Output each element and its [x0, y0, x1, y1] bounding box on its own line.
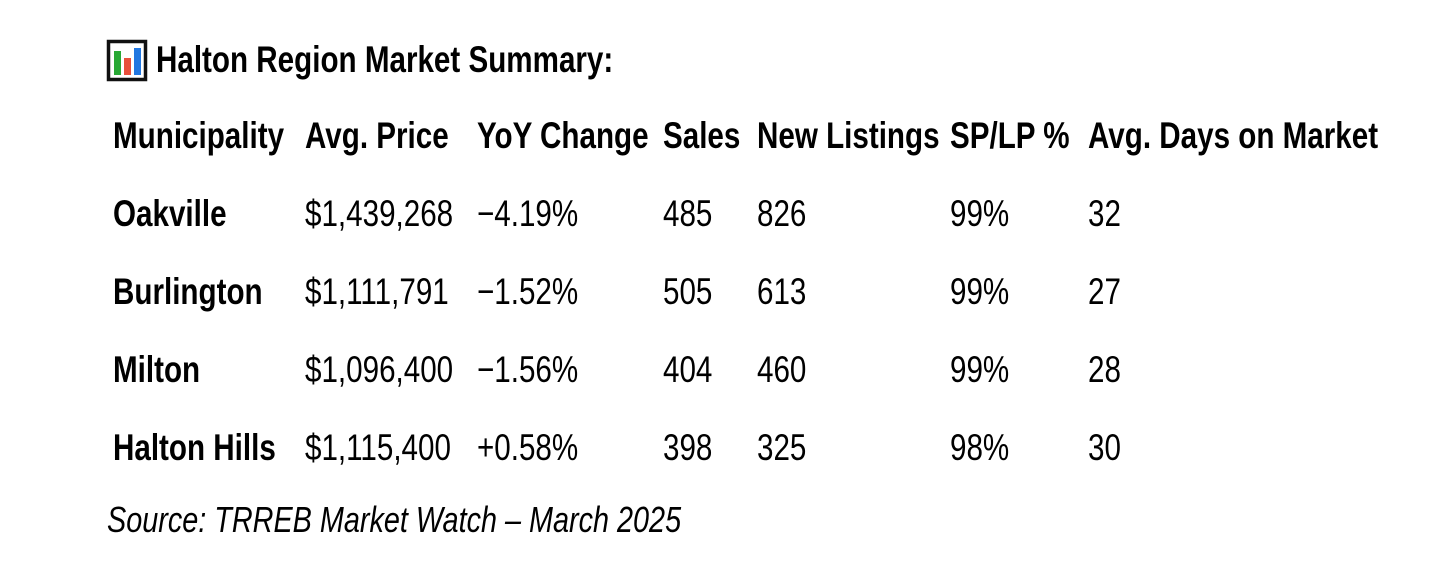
cell-avg-days: 30 — [1088, 426, 1121, 468]
cell-municipality: Milton — [113, 348, 201, 390]
cell-avg-price: $1,115,400 — [305, 426, 451, 468]
cell-new-listings: 613 — [757, 270, 807, 312]
source-attribution-text: Source: TRREB Market Watch – March 2025 — [107, 499, 682, 540]
col-header-sp-lp: SP/LP % — [950, 114, 1070, 156]
cell-sales: 485 — [663, 192, 713, 234]
cell-avg-days: 32 — [1088, 192, 1121, 234]
cell-avg-price: $1,439,268 — [305, 192, 454, 234]
cell-yoy-change: −4.19% — [477, 192, 579, 234]
cell-new-listings: 460 — [757, 348, 807, 390]
cell-sp-lp: 99% — [950, 270, 1010, 312]
cell-new-listings: 325 — [757, 426, 807, 468]
cell-sales: 505 — [663, 270, 713, 312]
cell-new-listings: 826 — [757, 192, 807, 234]
cell-sp-lp: 98% — [950, 426, 1010, 468]
col-header-avg-price: Avg. Price — [305, 114, 449, 156]
cell-avg-price: $1,096,400 — [305, 348, 454, 390]
cell-avg-days: 27 — [1088, 270, 1121, 312]
market-summary-table: Municipality Avg. Price YoY Change Sales… — [113, 96, 1398, 486]
cell-municipality: Halton Hills — [113, 426, 276, 468]
page-title: Halton Region Market Summary: — [106, 36, 728, 84]
col-header-yoy-change: YoY Change — [477, 114, 649, 156]
cell-municipality: Burlington — [113, 270, 263, 312]
source-attribution: Source: TRREB Market Watch – March 2025 — [107, 499, 825, 541]
col-header-municipality: Municipality — [113, 114, 285, 156]
page-title-text: Halton Region Market Summary: — [156, 39, 614, 80]
cell-sales: 404 — [663, 348, 713, 390]
cell-municipality: Oakville — [113, 192, 227, 234]
col-header-sales: Sales — [663, 114, 741, 156]
col-header-avg-days: Avg. Days on Market — [1088, 114, 1379, 156]
cell-yoy-change: +0.58% — [477, 426, 579, 468]
cell-sp-lp: 99% — [950, 348, 1010, 390]
cell-avg-price: $1,111,791 — [305, 270, 449, 312]
bar-chart-icon — [106, 39, 148, 82]
col-header-new-listings: New Listings — [757, 114, 940, 156]
cell-sp-lp: 99% — [950, 192, 1010, 234]
cell-yoy-change: −1.56% — [477, 348, 579, 390]
cell-yoy-change: −1.52% — [477, 270, 579, 312]
cell-avg-days: 28 — [1088, 348, 1121, 390]
cell-sales: 398 — [663, 426, 713, 468]
